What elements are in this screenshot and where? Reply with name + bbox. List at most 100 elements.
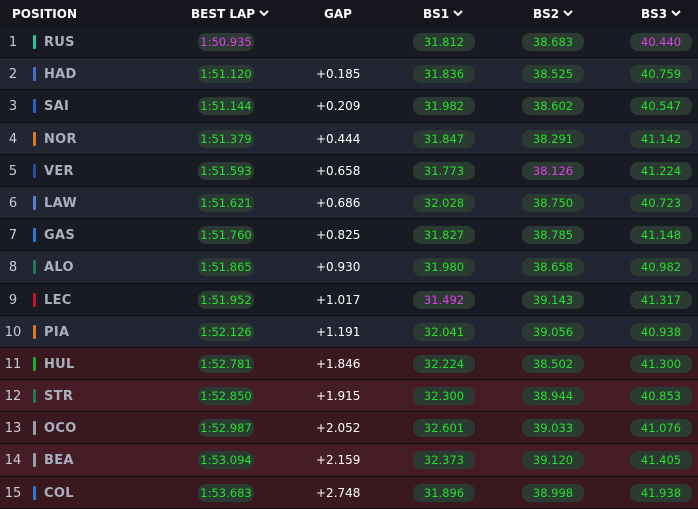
position-number: 14: [4, 453, 22, 469]
gap-value: +2.159: [316, 453, 361, 468]
gap-value: +1.017: [316, 292, 361, 307]
driver-row[interactable]: 1 RUS 1:50.935 31.812 38.683 40.440: [0, 26, 698, 59]
position-number: 2: [8, 67, 18, 83]
driver-row[interactable]: 12 STR 1:52.850 +1.915 32.300 38.944 40.853: [0, 380, 698, 413]
gap-value: +1.846: [316, 356, 361, 371]
best-lap-time: 1:51.593: [198, 161, 254, 180]
bs3-time: 40.853: [630, 387, 692, 406]
bs1-time: 32.300: [413, 387, 475, 406]
best-lap-time: 1:51.621: [198, 193, 254, 212]
team-color-bar: [33, 324, 36, 339]
chevron-down-icon: [453, 10, 463, 17]
driver-row[interactable]: 5 VER 1:51.593 +0.658 31.773 38.126 41.224: [0, 154, 698, 187]
gap-value: +2.052: [316, 421, 361, 436]
bs2-time: 39.056: [522, 322, 584, 341]
team-color-bar: [33, 99, 36, 114]
bs3-time: 40.440: [630, 33, 692, 51]
gap-value: +0.658: [316, 163, 361, 178]
bs2-time: 39.143: [522, 290, 584, 309]
driver-row[interactable]: 2 HAD 1:51.120 +0.185 31.836 38.525 40.759: [0, 58, 698, 91]
bs1-time: 32.041: [413, 322, 475, 341]
best-lap-time: 1:53.683: [198, 483, 254, 502]
driver-code: ALO: [44, 260, 74, 276]
team-color-bar: [33, 453, 36, 468]
header-bs3-sort[interactable]: BS3: [641, 7, 681, 21]
bs2-time: 38.291: [522, 129, 584, 148]
driver-code: GAS: [44, 228, 75, 244]
best-lap-time: 1:52.850: [198, 387, 254, 406]
gap-value: +0.185: [316, 67, 361, 82]
driver-code: PIA: [44, 324, 70, 340]
driver-row[interactable]: 7 GAS 1:51.760 +0.825 31.827 38.785 41.148: [0, 219, 698, 252]
driver-code: OCO: [44, 421, 77, 437]
bs2-time: 38.658: [522, 258, 584, 277]
driver-row[interactable]: 10 PIA 1:52.126 +1.191 32.041 39.056 40.938: [0, 315, 698, 348]
best-lap-time: 1:52.987: [198, 419, 254, 438]
position-number: 10: [4, 324, 22, 340]
bs1-time: 32.028: [413, 193, 475, 212]
header-best-lap-sort[interactable]: BEST LAP: [191, 7, 269, 21]
best-lap-time: 1:51.144: [198, 97, 254, 116]
driver-code: LEC: [44, 292, 72, 308]
position-number: 12: [4, 389, 22, 405]
driver-code: SAI: [44, 99, 70, 115]
bs1-time: 31.812: [413, 33, 475, 51]
bs3-time: 41.317: [630, 290, 692, 309]
bs3-time: 41.300: [630, 354, 692, 373]
header-bs2-sort[interactable]: BS2: [533, 7, 573, 21]
driver-row[interactable]: 15 COL 1:53.683 +2.748 31.896 38.998 41.938: [0, 476, 698, 509]
header-best-lap-label: BEST LAP: [191, 7, 256, 21]
driver-row[interactable]: 3 SAI 1:51.144 +0.209 31.982 38.602 40.547: [0, 90, 698, 123]
bs2-time: 38.944: [522, 387, 584, 406]
gap-value: +0.825: [316, 228, 361, 243]
driver-row[interactable]: 11 HUL 1:52.781 +1.846 32.224 38.502 41.300: [0, 347, 698, 381]
bs2-time: 38.683: [522, 33, 584, 51]
driver-code: RUS: [44, 35, 75, 50]
bs3-time: 41.405: [630, 451, 692, 470]
driver-row[interactable]: 13 OCO 1:52.987 +2.052 32.601 39.033 41.076: [0, 412, 698, 445]
bs1-time: 31.827: [413, 226, 475, 245]
best-lap-time: 1:53.094: [198, 451, 254, 470]
driver-row[interactable]: 4 NOR 1:51.379 +0.444 31.847 38.291 41.142: [0, 122, 698, 155]
position-number: 4: [8, 131, 18, 147]
gap-value: +0.209: [316, 99, 361, 114]
driver-code: LAW: [44, 195, 78, 211]
driver-row[interactable]: 8 ALO 1:51.865 +0.930 31.980 38.658 40.982: [0, 251, 698, 284]
team-color-bar: [33, 228, 36, 243]
bs3-time: 40.938: [630, 322, 692, 341]
best-lap-time: 1:50.935: [198, 33, 254, 51]
position-number: 11: [4, 356, 22, 372]
best-lap-time: 1:51.120: [198, 65, 254, 84]
header-bs1-sort[interactable]: BS1: [423, 7, 463, 21]
driver-code: COL: [44, 485, 74, 501]
bs3-time: 41.142: [630, 129, 692, 148]
bs2-time: 38.998: [522, 483, 584, 502]
team-color-bar: [33, 35, 36, 49]
driver-row[interactable]: 6 LAW 1:51.621 +0.686 32.028 38.750 40.723: [0, 186, 698, 220]
header-gap: GAP: [324, 7, 352, 21]
driver-code: NOR: [44, 131, 77, 147]
driver-row[interactable]: 14 BEA 1:53.094 +2.159 32.373 39.120 41.405: [0, 444, 698, 477]
team-color-bar: [33, 67, 36, 82]
position-number: 6: [8, 195, 18, 211]
position-number: 1: [8, 35, 18, 50]
header-bs1-label: BS1: [423, 7, 450, 21]
best-lap-time: 1:51.760: [198, 226, 254, 245]
bs1-time: 31.980: [413, 258, 475, 277]
bs2-time: 38.126: [522, 161, 584, 180]
driver-code: HUL: [44, 356, 75, 372]
position-number: 15: [4, 485, 22, 501]
position-number: 13: [4, 421, 22, 437]
driver-row[interactable]: 9 LEC 1:51.952 +1.017 31.492 39.143 41.317: [0, 283, 698, 316]
position-number: 8: [8, 260, 18, 276]
bs3-time: 40.759: [630, 65, 692, 84]
bs1-time: 32.224: [413, 354, 475, 373]
bs3-time: 40.982: [630, 258, 692, 277]
bs1-time: 32.601: [413, 419, 475, 438]
bs3-time: 41.224: [630, 161, 692, 180]
bs2-time: 39.120: [522, 451, 584, 470]
bs2-time: 39.033: [522, 419, 584, 438]
position-number: 7: [8, 228, 18, 244]
bs1-time: 31.847: [413, 129, 475, 148]
